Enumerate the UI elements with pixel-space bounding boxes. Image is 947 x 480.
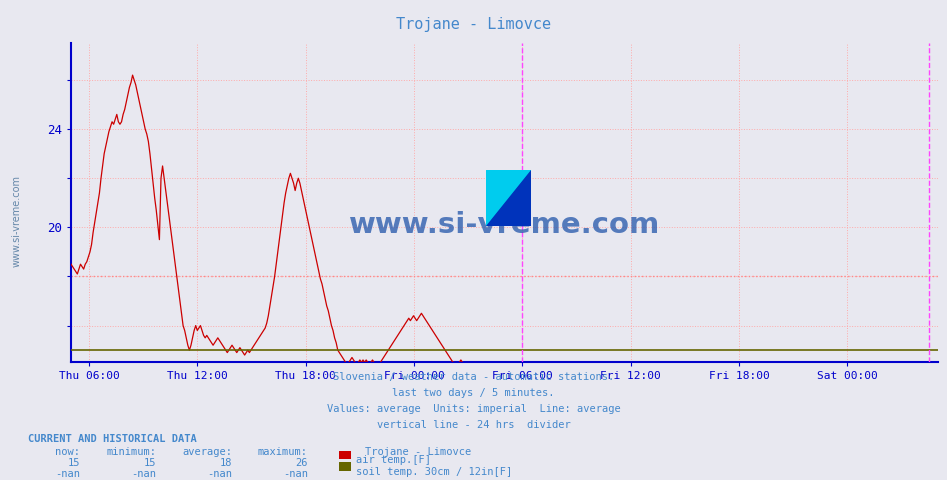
- Text: now:: now:: [56, 447, 80, 457]
- Text: Trojane - Limovce: Trojane - Limovce: [365, 447, 471, 457]
- Text: air temp.[F]: air temp.[F]: [356, 455, 431, 465]
- Polygon shape: [486, 170, 531, 226]
- Text: CURRENT AND HISTORICAL DATA: CURRENT AND HISTORICAL DATA: [28, 434, 197, 444]
- Text: Trojane - Limovce: Trojane - Limovce: [396, 17, 551, 32]
- Text: -nan: -nan: [207, 469, 232, 480]
- Text: average:: average:: [182, 447, 232, 457]
- Text: Values: average  Units: imperial  Line: average: Values: average Units: imperial Line: av…: [327, 404, 620, 414]
- Text: 18: 18: [220, 458, 232, 468]
- Text: vertical line - 24 hrs  divider: vertical line - 24 hrs divider: [377, 420, 570, 430]
- Text: 15: 15: [144, 458, 156, 468]
- Text: minimum:: minimum:: [106, 447, 156, 457]
- Text: www.si-vreme.com: www.si-vreme.com: [12, 175, 22, 267]
- Text: soil temp. 30cm / 12in[F]: soil temp. 30cm / 12in[F]: [356, 467, 512, 477]
- Text: 26: 26: [295, 458, 308, 468]
- Text: -nan: -nan: [56, 469, 80, 480]
- Text: last two days / 5 minutes.: last two days / 5 minutes.: [392, 388, 555, 398]
- Polygon shape: [486, 170, 531, 226]
- Text: Slovenia / weather data - automatic stations.: Slovenia / weather data - automatic stat…: [333, 372, 614, 382]
- Text: -nan: -nan: [132, 469, 156, 480]
- Text: -nan: -nan: [283, 469, 308, 480]
- Text: maximum:: maximum:: [258, 447, 308, 457]
- Text: 15: 15: [68, 458, 80, 468]
- Text: www.si-vreme.com: www.si-vreme.com: [348, 211, 660, 239]
